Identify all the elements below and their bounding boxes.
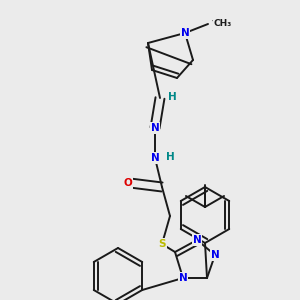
Text: N: N [151,153,159,163]
Text: N: N [193,235,201,245]
Text: N: N [151,123,159,133]
Text: O: O [124,178,132,188]
Text: —: — [212,16,220,26]
Text: H: H [166,152,174,162]
Text: N: N [211,250,219,260]
Text: S: S [158,239,166,249]
Text: H: H [168,92,176,102]
Text: N: N [178,273,188,283]
Text: N: N [181,28,189,38]
Text: CH₃: CH₃ [213,20,231,28]
